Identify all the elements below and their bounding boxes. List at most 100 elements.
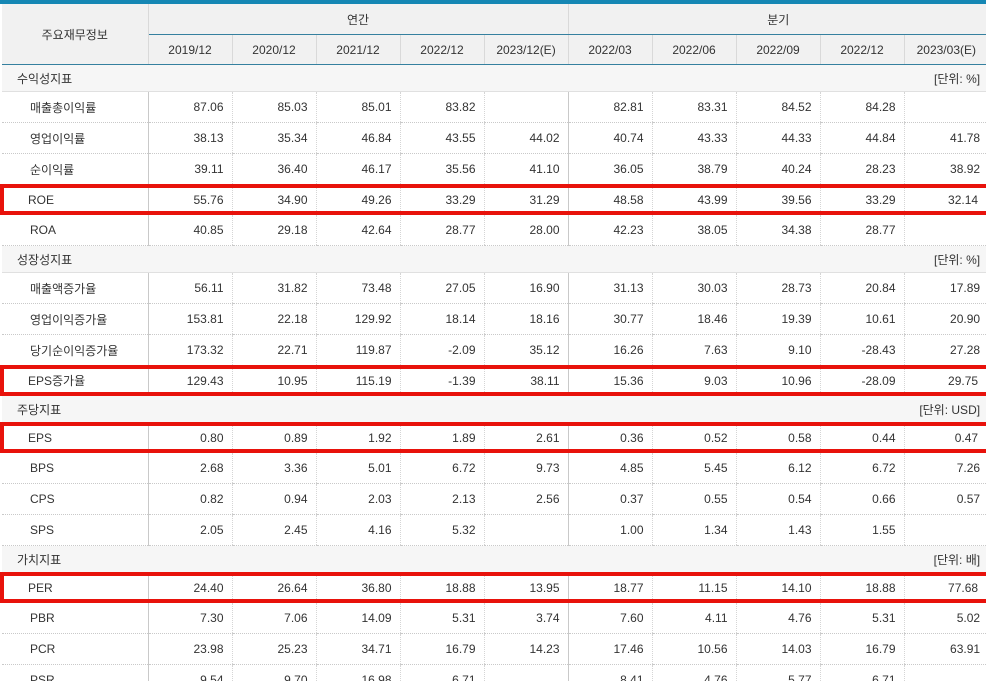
cell-value: 3.36 [231, 451, 316, 484]
section-title: 성장성지표 [17, 252, 73, 267]
cell-value: 0.36 [567, 422, 653, 453]
cell-value: 5.77 [735, 664, 821, 681]
cell-value: 173.32 [147, 334, 232, 368]
cell-value: 0.80 [147, 422, 232, 453]
cell-value: 129.92 [315, 303, 400, 335]
section-row: 성장성지표 [단위: %] [2, 245, 986, 273]
table-row: ROA 40.85 29.18 42.64 28.77 28.00 42.23 38.05 34… [2, 213, 986, 246]
cell-value: 7.26 [903, 451, 986, 484]
cell-value: 6.72 [399, 451, 484, 484]
cell-value: 43.55 [399, 122, 484, 154]
section-row: 수익성지표 [단위: %] [2, 64, 986, 92]
table-row: SPS 2.05 2.45 4.16 5.32 1.00 1.34 1.43 1.55 [2, 514, 986, 546]
cell-value: 28.77 [819, 213, 905, 246]
cell-value: 119.87 [315, 334, 400, 368]
cell-value: 35.56 [399, 153, 484, 187]
cell-value: -1.39 [399, 365, 484, 396]
row-label: PBR [2, 601, 148, 634]
cell-value: 43.99 [651, 184, 737, 215]
section-wrap: 성장성지표 [단위: %] [10, 251, 980, 268]
cell-value: 27.28 [903, 334, 986, 368]
section-title: 수익성지표 [17, 71, 73, 86]
cell-value: 4.76 [735, 601, 821, 634]
financial-table: 주요재무정보 연간 분기 2019/12 2020/12 2021/12 202… [0, 4, 986, 681]
cell-value: 5.45 [651, 451, 737, 484]
cell-value: 83.31 [651, 91, 737, 123]
corner-header: 주요재무정보 [2, 4, 149, 65]
cell-value: 115.19 [315, 365, 400, 396]
section-unit-label: [단위: USD] [919, 402, 981, 417]
cell-value: 16.98 [315, 664, 400, 681]
cell-value: 5.32 [399, 514, 484, 546]
cell-value: 0.47 [903, 422, 986, 453]
row-label: 매출액증가율 [2, 272, 148, 304]
col-group-annual: 연간 [148, 4, 569, 35]
cell-value: 7.30 [147, 601, 232, 634]
cell-value: 6.71 [399, 664, 484, 681]
cell-value: 36.40 [231, 153, 316, 187]
cell-value: 23.98 [147, 633, 232, 665]
cell-value: 18.16 [483, 303, 569, 335]
row-label: PER [0, 572, 148, 603]
cell-value: 35.12 [483, 334, 569, 368]
period-header-row: 2019/12 2020/12 2021/12 2022/12 2023/12(… [2, 34, 986, 65]
cell-value: 46.84 [315, 122, 400, 154]
cell-value: 34.90 [231, 184, 316, 215]
cell-value: 4.16 [315, 514, 400, 546]
cell-value: 6.72 [819, 451, 905, 484]
cell-value: -28.09 [819, 365, 905, 396]
section-wrap: 주당지표 [단위: USD] [10, 401, 980, 418]
cell-value: 34.38 [735, 213, 821, 246]
cell-value: 30.77 [567, 303, 653, 335]
col-header-q-2022-12: 2022/12 [819, 34, 905, 65]
cell-value: 11.15 [651, 572, 737, 603]
cell-value: 31.82 [231, 272, 316, 304]
cell-value: 16.79 [399, 633, 484, 665]
cell-value: 41.78 [903, 122, 986, 154]
cell-value: 46.17 [315, 153, 400, 187]
row-label: ROE [0, 184, 148, 215]
cell-value: 55.76 [147, 184, 232, 215]
cell-value: 20.84 [819, 272, 905, 304]
cell-value: 9.70 [231, 664, 316, 681]
cell-value: 73.48 [315, 272, 400, 304]
cell-value: 82.81 [567, 91, 653, 123]
cell-value: 7.60 [567, 601, 653, 634]
cell-value: 18.88 [819, 572, 905, 603]
cell-value: 84.28 [819, 91, 905, 123]
cell-value: 2.68 [147, 451, 232, 484]
cell-value: 33.29 [819, 184, 905, 215]
cell-value: 6.12 [735, 451, 821, 484]
cell-value [483, 664, 569, 681]
cell-value: 0.55 [651, 483, 737, 515]
table-row: 당기순이익증가율 173.32 22.71 119.87 -2.09 35.12 16.26… [2, 334, 986, 368]
cell-value: 9.03 [651, 365, 737, 396]
cell-value: 7.06 [231, 601, 316, 634]
col-header-2020-12: 2020/12 [231, 34, 316, 65]
cell-value: -2.09 [399, 334, 484, 368]
cell-value: 6.71 [819, 664, 905, 681]
cell-value: 10.61 [819, 303, 905, 335]
cell-value [483, 514, 569, 546]
section-title: 주당지표 [17, 402, 62, 417]
cell-value: 0.89 [231, 422, 316, 453]
cell-value: 25.23 [231, 633, 316, 665]
cell-value: 31.29 [483, 184, 569, 215]
cell-value: 14.09 [315, 601, 400, 634]
cell-value [903, 514, 986, 546]
col-header-2022-12: 2022/12 [399, 34, 484, 65]
section-unit-label: [단위: 배] [933, 552, 981, 567]
cell-value: 31.13 [567, 272, 653, 304]
table-row: 영업이익률 38.13 35.34 46.84 43.55 44.02 40.74 43.33… [2, 122, 986, 154]
cell-value: 10.95 [231, 365, 316, 396]
section-cell: 주당지표 [단위: USD] [2, 393, 986, 425]
cell-value: 44.33 [735, 122, 821, 154]
cell-value: 49.26 [315, 184, 400, 215]
table-body: 수익성지표 [단위: %] 매출총이익률 87.06 85.03 85.01 83.82 82… [0, 64, 986, 681]
cell-value: 48.58 [567, 184, 653, 215]
col-header-2022-09: 2022/09 [735, 34, 821, 65]
cell-value: 0.52 [651, 422, 737, 453]
cell-value: 10.96 [735, 365, 821, 396]
cell-value: 34.71 [315, 633, 400, 665]
section-cell: 수익성지표 [단위: %] [2, 64, 986, 92]
